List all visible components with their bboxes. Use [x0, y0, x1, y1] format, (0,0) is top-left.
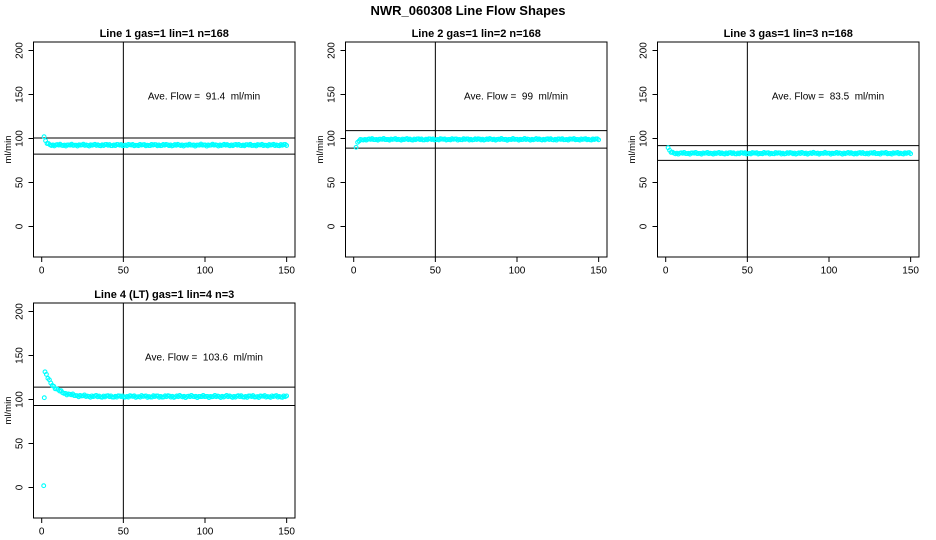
data-point	[43, 371, 49, 377]
subplot-line-1: 0 50 100 150 0 50 100 150 200 ml/min Line 1 gas=1 …	[0, 26, 312, 278]
y-tick-label: 150	[15, 86, 26, 103]
y-tick-label: 100	[327, 130, 338, 147]
x-tick-label: 100	[197, 527, 214, 538]
y-tick-label: 50	[639, 177, 650, 189]
y-tick-label: 200	[639, 42, 650, 59]
x-tick-label: 50	[118, 527, 130, 538]
y-tick-label: 200	[15, 42, 26, 59]
data-point	[284, 143, 290, 148]
plot-box	[33, 302, 296, 519]
data-point	[596, 137, 602, 143]
ave-flow-annotation: Ave. Flow = 99 ml/min	[464, 92, 568, 103]
x-tick-label: 0	[351, 266, 357, 277]
subplot-canvas: 0 50 100 150 0 50 100 150 200 ml/min Line 4 (LT) g…	[3, 289, 296, 538]
data-point	[353, 144, 359, 150]
y-axis-label: ml/min	[3, 136, 14, 164]
outlier-point	[41, 483, 47, 489]
subplot-canvas: 0 50 100 150 0 50 100 150 200 ml/min Line 2 gas=1 …	[315, 28, 608, 277]
data-point	[41, 134, 47, 140]
x-tick-label: 50	[430, 266, 442, 277]
y-tick-label: 50	[15, 438, 26, 450]
ave-flow-annotation: Ave. Flow = 91.4 ml/min	[148, 92, 260, 103]
data-point	[908, 151, 914, 157]
subplot-canvas: 0 50 100 150 0 50 100 150 200 ml/min Line 1 gas=1 …	[3, 28, 296, 277]
data-point	[284, 393, 290, 399]
ave-flow-annotation: Ave. Flow = 83.5 ml/min	[772, 92, 884, 103]
y-tick-label: 0	[15, 223, 26, 229]
y-axis-label: ml/min	[627, 136, 638, 164]
subplot-title: Line 3 gas=1 lin=3 n=168	[724, 28, 853, 40]
y-tick-label: 100	[15, 391, 26, 408]
data-series	[353, 136, 602, 150]
x-tick-label: 100	[821, 266, 838, 277]
data-series	[41, 134, 290, 149]
subplot-line-3: 0 50 100 150 0 50 100 150 200 ml/min Line 3 gas=1 …	[624, 26, 936, 278]
x-tick-label: 0	[39, 527, 45, 538]
x-tick-label: 150	[902, 266, 919, 277]
ave-flow-annotation: Ave. Flow = 103.6 ml/min	[145, 353, 263, 364]
x-tick-label: 100	[197, 266, 214, 277]
subplot-title: Line 1 gas=1 lin=1 n=168	[100, 28, 229, 40]
x-tick-label: 50	[118, 266, 130, 277]
subplot-title: Line 2 gas=1 lin=2 n=168	[412, 28, 541, 40]
x-tick-label: 0	[39, 266, 45, 277]
y-tick-label: 100	[15, 130, 26, 147]
y-tick-label: 0	[327, 223, 338, 229]
x-tick-label: 100	[509, 266, 526, 277]
x-tick-label: 50	[742, 266, 754, 277]
outlier-point	[41, 395, 47, 401]
plot-box	[657, 41, 920, 258]
y-tick-label: 200	[327, 42, 338, 59]
y-tick-label: 0	[15, 484, 26, 490]
y-tick-label: 150	[327, 86, 338, 103]
x-tick-label: 150	[278, 527, 295, 538]
data-series	[41, 369, 290, 489]
y-axis-label: ml/min	[315, 136, 326, 164]
y-tick-label: 150	[15, 347, 26, 364]
subplot-title: Line 4 (LT) gas=1 lin=4 n=3	[94, 289, 234, 301]
plot-box	[345, 41, 608, 258]
y-tick-label: 150	[639, 86, 650, 103]
subplot-line-2: 0 50 100 150 0 50 100 150 200 ml/min Line 2 gas=1 …	[312, 26, 624, 278]
y-tick-label: 200	[15, 303, 26, 320]
subplot-line-4: 0 50 100 150 0 50 100 150 200 ml/min Line 4 (LT) g…	[0, 287, 312, 539]
y-tick-label: 50	[327, 177, 338, 189]
y-tick-label: 100	[639, 130, 650, 147]
y-tick-label: 0	[639, 223, 650, 229]
data-series	[665, 145, 914, 157]
y-axis-label: ml/min	[3, 397, 14, 425]
y-tick-label: 50	[15, 177, 26, 189]
x-tick-label: 0	[663, 266, 669, 277]
x-tick-label: 150	[278, 266, 295, 277]
subplot-canvas: 0 50 100 150 0 50 100 150 200 ml/min Line 3 gas=1 …	[627, 28, 920, 277]
x-tick-label: 150	[590, 266, 607, 277]
figure-title: NWR_060308 Line Flow Shapes	[370, 3, 566, 18]
plot-box	[33, 41, 296, 258]
